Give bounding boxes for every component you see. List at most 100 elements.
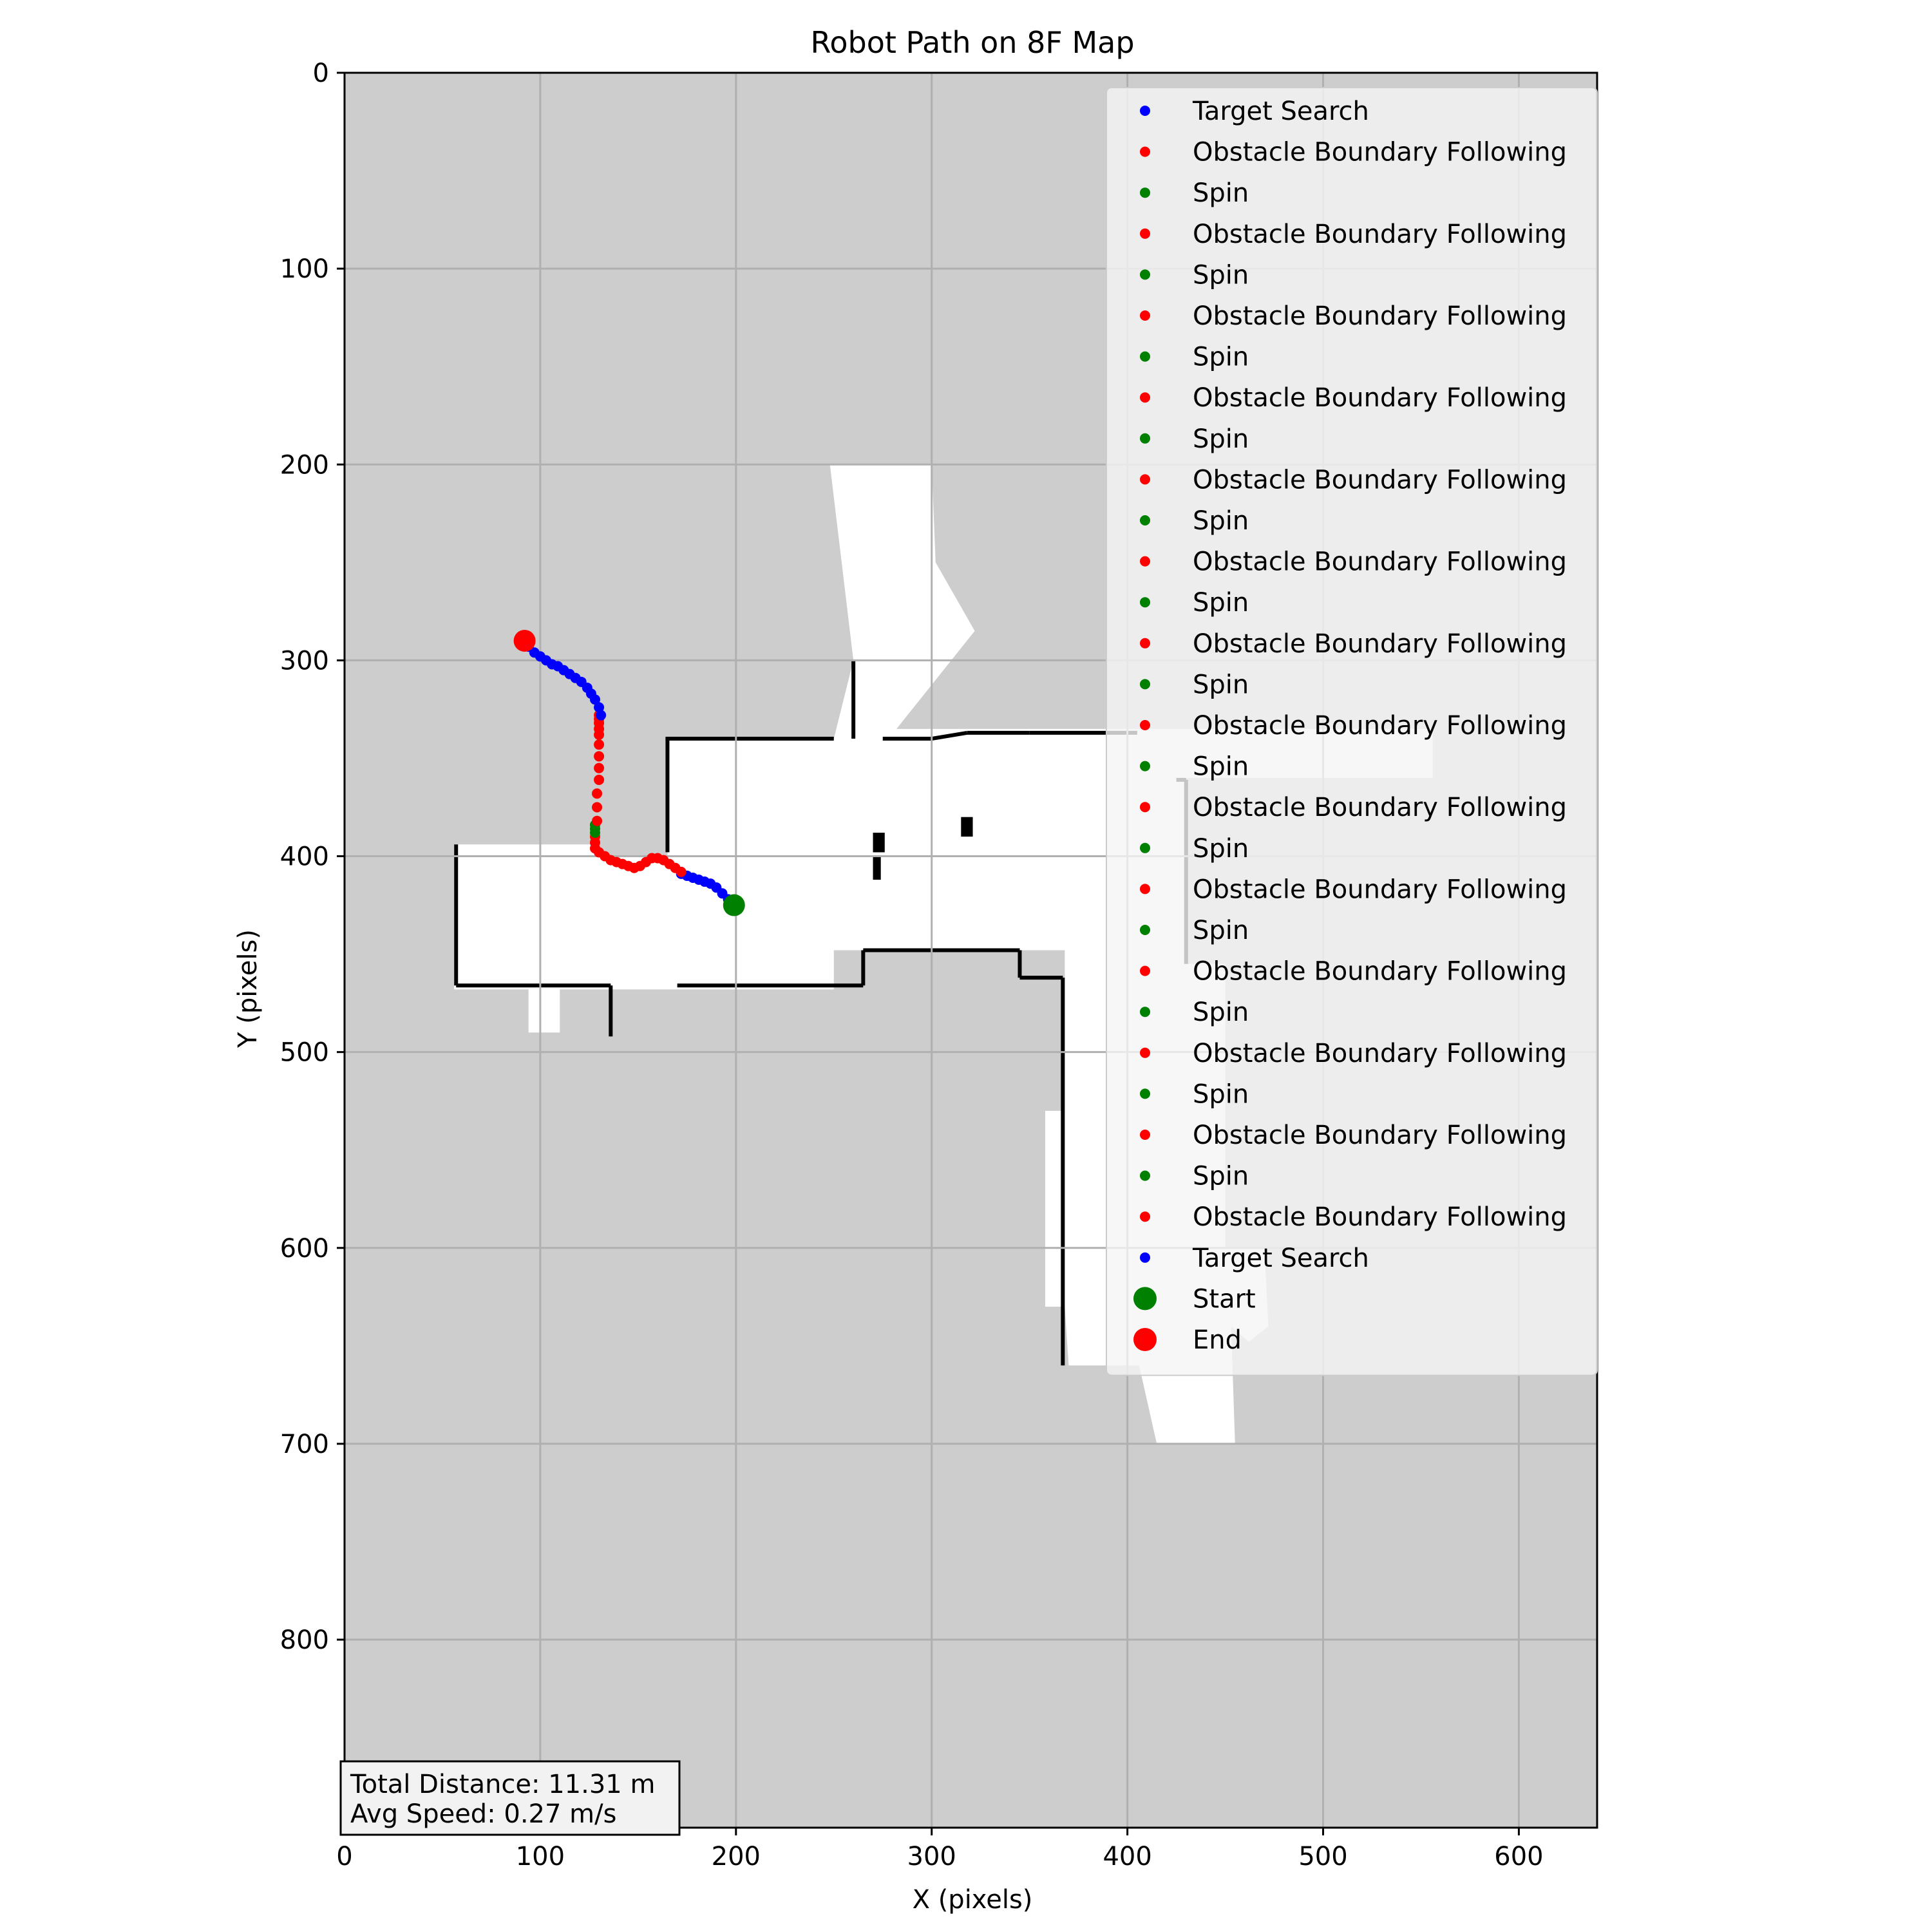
legend-marker <box>1140 1088 1150 1099</box>
legend-label: Obstacle Boundary Following <box>1193 793 1567 822</box>
legend-label: Obstacle Boundary Following <box>1193 957 1567 987</box>
legend-label: Spin <box>1193 424 1249 454</box>
path-point <box>594 774 605 785</box>
legend-label: Start <box>1193 1284 1256 1314</box>
legend-label: Spin <box>1193 588 1249 618</box>
y-tick-label: 700 <box>280 1430 329 1459</box>
stats-box: Total Distance: 11.31 m Avg Speed: 0.27 … <box>339 1760 681 1836</box>
legend-marker <box>1140 106 1150 116</box>
legend-marker <box>1140 1211 1150 1222</box>
legend-marker <box>1140 1047 1150 1058</box>
legend-marker <box>1140 556 1150 567</box>
legend-label: Obstacle Boundary Following <box>1193 138 1567 167</box>
legend-marker <box>1140 433 1150 444</box>
x-tick-label: 300 <box>907 1842 956 1871</box>
legend-marker <box>1140 802 1150 813</box>
map-obstacle <box>961 817 973 837</box>
path-point <box>594 702 605 713</box>
legend-frame <box>1106 87 1598 1376</box>
legend-label: Spin <box>1193 916 1249 945</box>
legend-label: Spin <box>1193 1079 1249 1109</box>
legend-marker <box>1140 884 1150 895</box>
chart-title: Robot Path on 8F Map <box>810 25 1134 60</box>
legend-label: Spin <box>1193 834 1249 864</box>
legend: Target Search Obstacle Boundary Following… <box>1106 87 1598 1376</box>
x-tick-label: 100 <box>516 1842 565 1871</box>
legend-label: Obstacle Boundary Following <box>1193 1039 1567 1068</box>
legend-label: Obstacle Boundary Following <box>1193 220 1567 249</box>
legend-marker <box>1140 1170 1150 1181</box>
y-axis-label: Y (pixels) <box>233 929 263 1048</box>
legend-label: Obstacle Boundary Following <box>1193 629 1567 659</box>
legend-marker <box>1140 146 1150 157</box>
x-axis-label: X (pixels) <box>913 1885 1033 1915</box>
path-point <box>592 802 603 813</box>
legend-label: Spin <box>1193 752 1249 782</box>
path-point <box>594 762 605 773</box>
y-tick-label: 100 <box>280 254 329 284</box>
legend-label: Obstacle Boundary Following <box>1193 547 1567 577</box>
legend-marker <box>1140 761 1150 772</box>
legend-label: Obstacle Boundary Following <box>1193 383 1567 413</box>
path-point <box>592 788 603 799</box>
legend-label: Obstacle Boundary Following <box>1193 465 1567 495</box>
legend-marker <box>1133 1328 1157 1351</box>
legend-label: Obstacle Boundary Following <box>1193 301 1567 331</box>
legend-label: Spin <box>1193 343 1249 372</box>
legend-label: Obstacle Boundary Following <box>1193 711 1567 741</box>
y-tick-label: 300 <box>280 646 329 676</box>
x-tick-label: 0 <box>336 1842 352 1871</box>
legend-label: Obstacle Boundary Following <box>1193 1121 1567 1150</box>
legend-label: Target Search <box>1192 97 1369 126</box>
legend-label: Spin <box>1193 178 1249 208</box>
legend-marker <box>1140 187 1150 198</box>
path-point <box>596 710 607 721</box>
legend-marker <box>1140 269 1150 280</box>
map-wall <box>931 730 967 741</box>
legend-label: Spin <box>1193 506 1249 536</box>
total-distance-text: Total Distance: 11.31 m <box>350 1770 655 1799</box>
legend-marker <box>1140 474 1150 485</box>
path-point <box>594 739 605 750</box>
legend-marker <box>1140 1007 1150 1018</box>
legend-marker <box>1140 1130 1150 1140</box>
legend-marker <box>1133 1287 1157 1311</box>
y-tick-label: 500 <box>280 1038 329 1068</box>
x-tick-label: 400 <box>1103 1842 1151 1871</box>
legend-label: Target Search <box>1192 1244 1369 1273</box>
legend-marker <box>1140 228 1150 239</box>
map-obstacle <box>873 856 881 880</box>
y-tick-label: 600 <box>280 1234 329 1264</box>
end-marker <box>513 629 536 652</box>
legend-marker <box>1140 1252 1150 1263</box>
legend-marker <box>1140 392 1150 403</box>
avg-speed-text: Avg Speed: 0.27 m/s <box>350 1799 616 1829</box>
start-marker <box>723 894 745 916</box>
legend-label: Spin <box>1193 670 1249 699</box>
legend-marker <box>1140 310 1150 321</box>
legend-marker <box>1140 925 1150 935</box>
legend-label: Obstacle Boundary Following <box>1193 1202 1567 1232</box>
x-tick-label: 500 <box>1298 1842 1347 1871</box>
legend-marker <box>1140 515 1150 526</box>
y-tick-label: 0 <box>313 59 329 88</box>
y-tick-label: 800 <box>280 1625 329 1655</box>
stats-box-frame <box>339 1760 681 1836</box>
legend-marker <box>1140 638 1150 649</box>
legend-label: Spin <box>1193 1162 1249 1191</box>
legend-label: Obstacle Boundary Following <box>1193 875 1567 904</box>
legend-label: End <box>1193 1325 1242 1355</box>
legend-marker <box>1140 679 1150 690</box>
map-obstacle <box>873 833 885 853</box>
legend-marker <box>1140 351 1150 362</box>
x-tick-label: 200 <box>712 1842 761 1871</box>
path-point <box>594 751 605 762</box>
y-tick-label: 400 <box>280 842 329 872</box>
legend-marker <box>1140 720 1150 730</box>
y-tick-label: 200 <box>280 450 329 480</box>
legend-label: Spin <box>1193 260 1249 290</box>
x-tick-label: 600 <box>1494 1842 1543 1871</box>
legend-marker <box>1140 597 1150 608</box>
legend-marker <box>1140 842 1150 853</box>
legend-marker <box>1140 965 1150 976</box>
